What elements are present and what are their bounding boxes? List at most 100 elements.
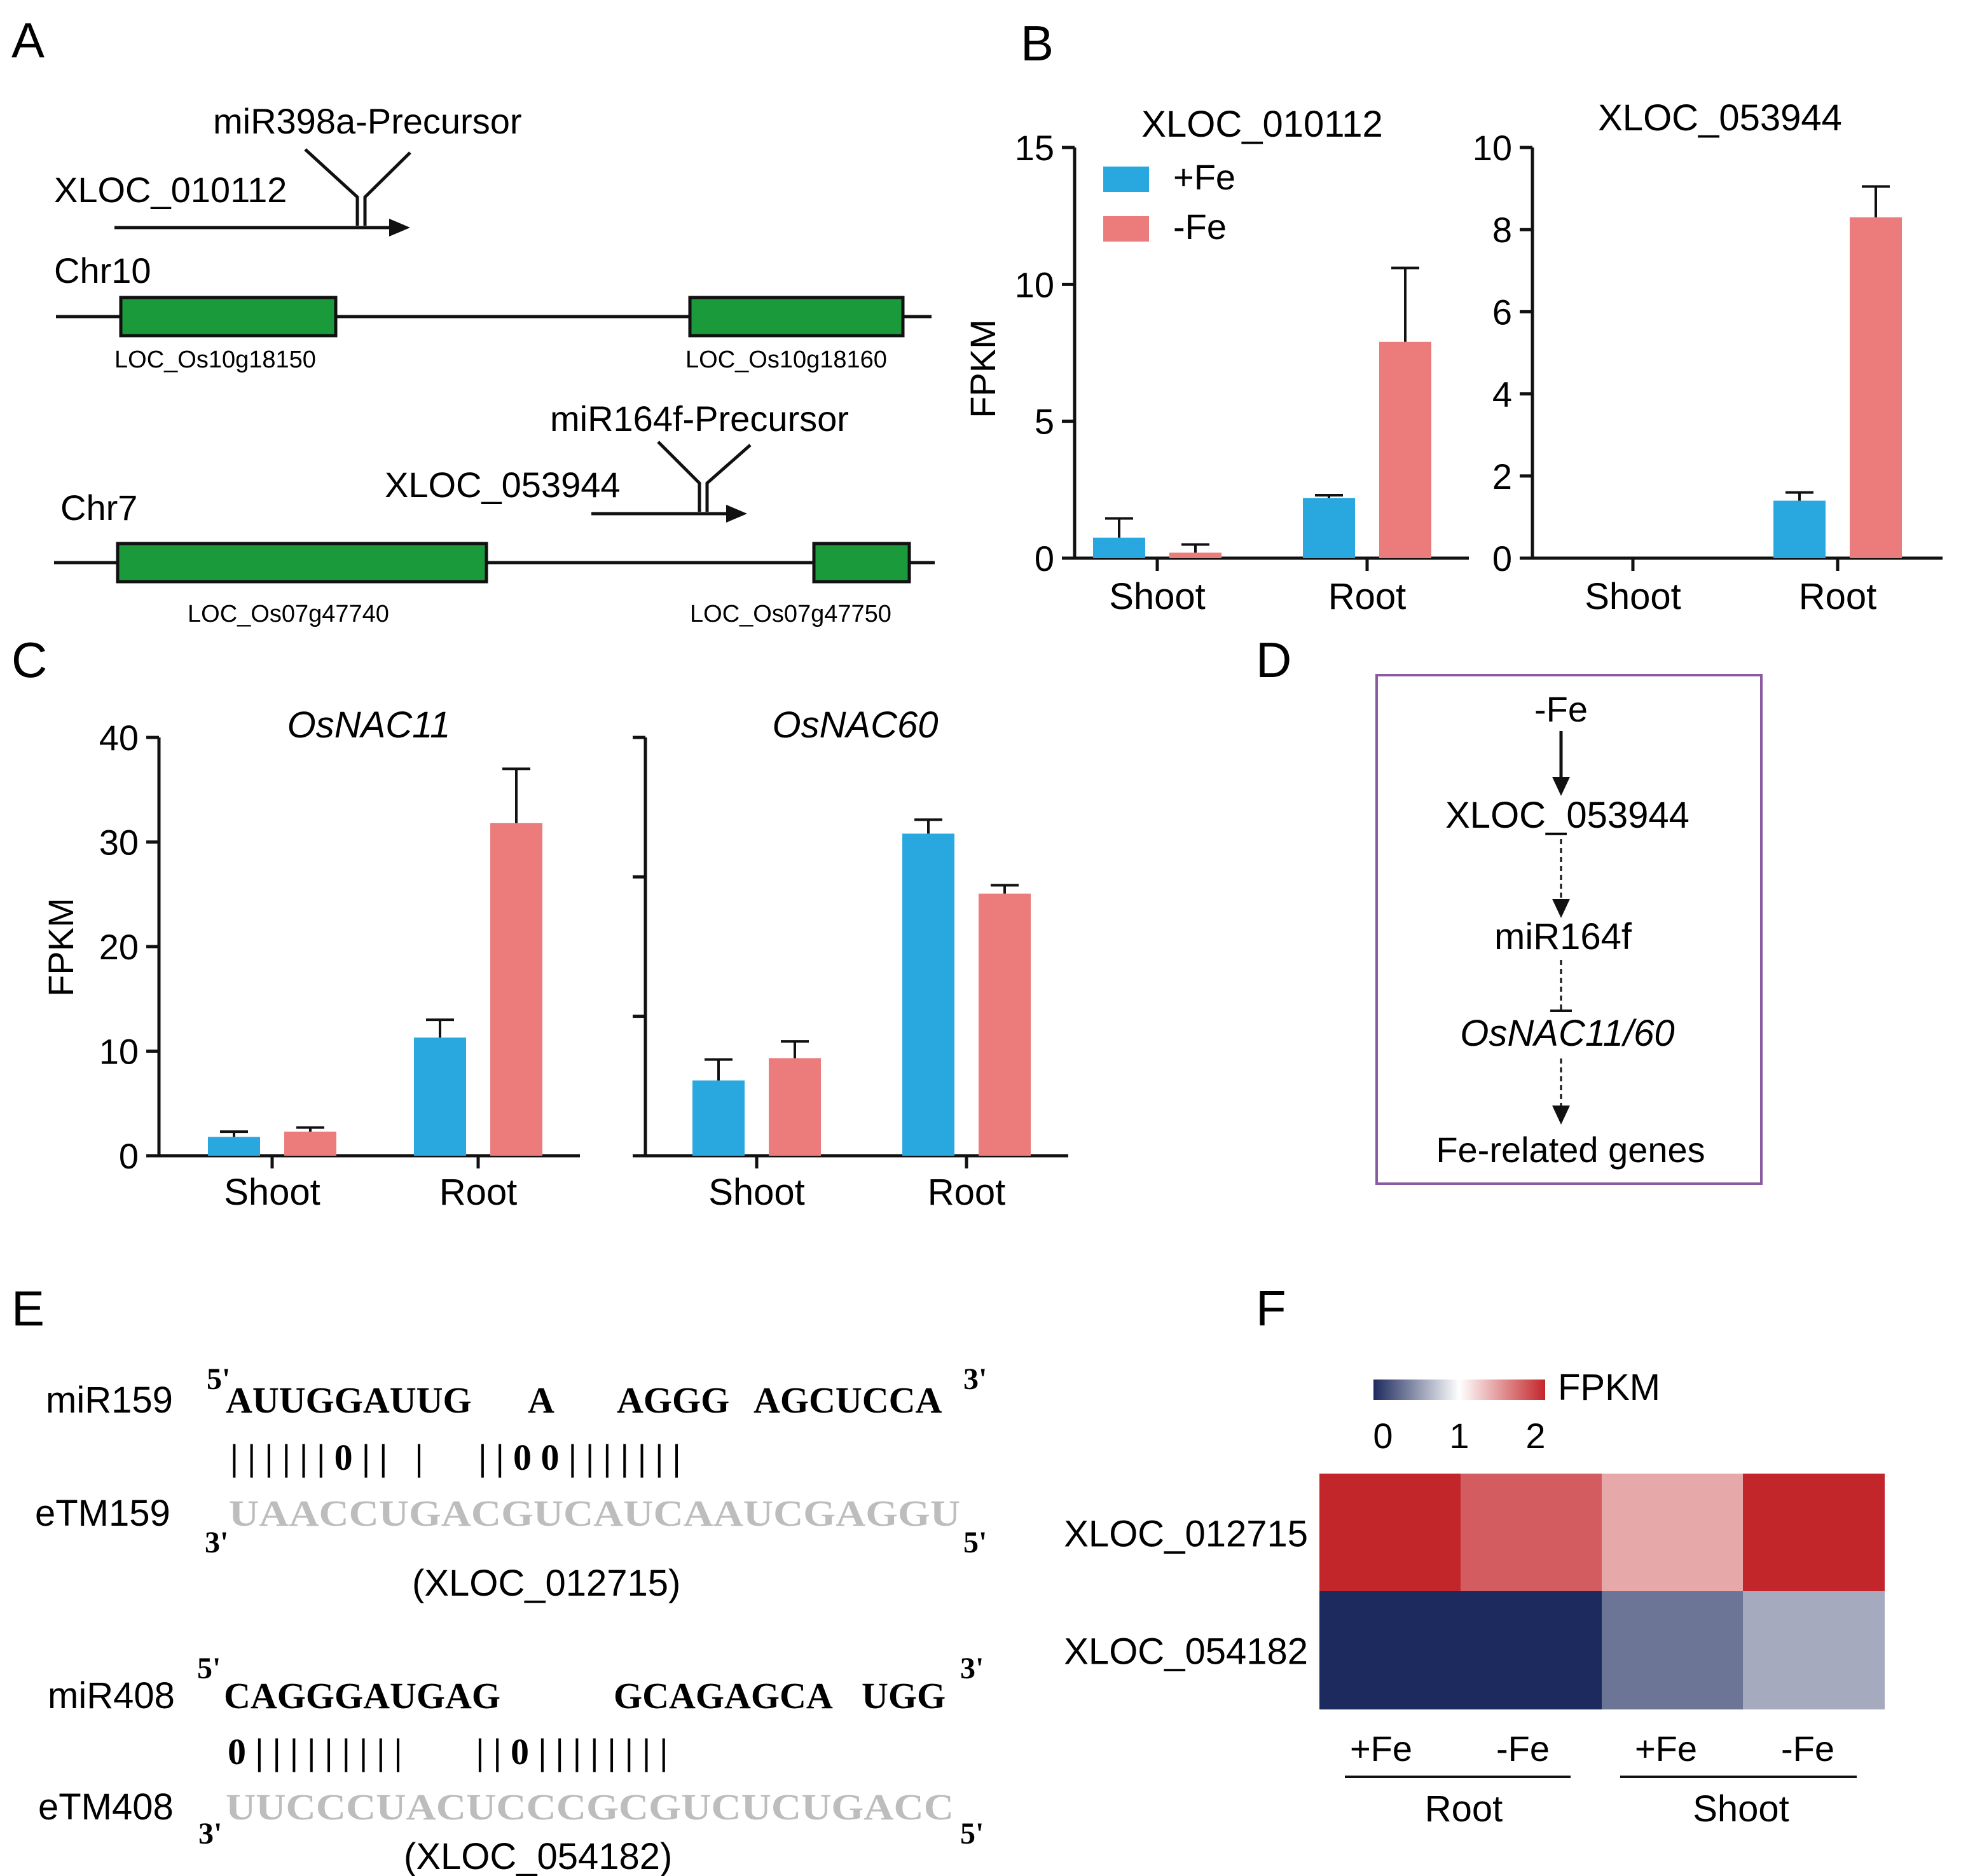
mir408-3prime: 3' [960,1652,984,1685]
bar [902,833,954,1156]
panel-label-e: E [11,1280,45,1336]
pathway-frame [1375,674,1763,1185]
heatmap-row-label: XLOC_054182 [1064,1631,1308,1673]
y-tick-label: 40 [99,718,139,758]
pathway-arrowhead-1 [1552,777,1570,796]
etm408-seq: UUCCCUACUCCCGCGUCUCUGACC [226,1786,954,1828]
panel-e: miR159 5' AUUGGAUUG A AGGG AGCUCCA 3' | … [35,1362,987,1876]
heatmap-group-label: Root [1425,1788,1503,1830]
y-tick-label: 10 [1015,264,1054,305]
mir159-seq-b: A [528,1380,554,1421]
bar [1850,217,1902,558]
y-axis-label: FPKM [963,319,1003,418]
heatmap-cell [1319,1591,1461,1709]
y-tick-label: 6 [1492,292,1512,332]
bar [208,1137,260,1156]
pathway-node-fe-genes: Fe-related genes [1436,1130,1705,1170]
bar [1169,552,1221,558]
y-tick-label: 2 [1492,456,1512,496]
bar [979,893,1031,1156]
y-tick-label: 10 [99,1032,139,1072]
heatmap-cell [1743,1474,1885,1592]
mir159-seq-c: AGGG [617,1380,729,1421]
mir164f-precursor-label: miR164f-Precursor [550,399,849,439]
color-scale-tick: 0 [1373,1416,1393,1456]
x-tick-label: Root [1328,576,1407,617]
panel-label-b: B [1021,15,1054,71]
mir408-5prime: 5' [197,1652,221,1685]
y-tick-label: 0 [119,1136,139,1176]
x-tick-label: Root [928,1172,1006,1213]
xloc-010112-label: XLOC_010112 [54,170,287,210]
heatmap-cell [1602,1591,1744,1709]
gene-label-os10g18160: LOC_Os10g18160 [685,346,887,373]
x-tick-label: Root [1799,576,1877,617]
chart-title: OsNAC60 [772,704,938,746]
heatmap-cell [1602,1474,1744,1592]
pairing-408: 0 | | | | | | | | | | | 0 | | | | | | | … [228,1731,668,1772]
gene-label-os10g18150: LOC_Os10g18150 [114,346,316,373]
pairing-159: | | | | | | 0 | | | | | 0 0 | | | | | | … [230,1437,680,1478]
color-scale-tick: 1 [1449,1416,1469,1456]
etm159-3prime: 3' [205,1526,228,1559]
mir408-seq-c: UGG [862,1675,946,1716]
heatmap-column-label: +Fe [1350,1729,1412,1769]
legend-swatch-minus-fe [1103,216,1149,242]
x-tick-label: Root [439,1172,518,1213]
panel-label-f: F [1256,1280,1286,1336]
heatmap-cell [1461,1591,1602,1709]
precursor-marker-1 [304,148,411,226]
y-tick-label: 20 [99,927,139,967]
etm408-xloc: (XLOC_054182) [404,1836,672,1876]
gene-box-os07g47740 [116,542,488,584]
legend-label-plus-fe: +Fe [1173,157,1235,197]
chr10-label: Chr10 [54,250,151,291]
x-tick-label: Shoot [1585,576,1681,617]
chart-title: XLOC_010112 [1141,104,1382,145]
arrowhead-2 [726,505,747,523]
legend-swatch-plus-fe [1103,167,1149,192]
panel-d: -Fe XLOC_053944 miR164f OsNAC11/60 Fe-re… [1375,674,1763,1185]
pathway-arrowhead-3 [1552,1106,1570,1125]
y-axis-label: FPKM [41,898,81,997]
panel-label-d: D [1256,632,1291,688]
panel-label-c: C [11,632,47,688]
x-tick-label: Shoot [708,1172,805,1213]
heatmap-group-label: Shoot [1693,1788,1789,1830]
color-scale-tick: 2 [1525,1416,1545,1456]
etm408-label: eTM408 [38,1786,174,1828]
mir159-label: miR159 [46,1380,173,1421]
etm408-3prime: 3' [198,1817,222,1851]
y-tick-label: 0 [1492,538,1512,579]
pathway-node-minus-fe: -Fe [1534,689,1588,729]
y-tick-label: 30 [99,823,139,863]
y-tick-label: 15 [1015,128,1054,168]
precursor-marker-2 [657,441,752,512]
pathway-arrowhead-2 [1552,899,1570,918]
mir398a-precursor-label: miR398a-Precursor [213,101,522,141]
y-tick-label: 4 [1492,374,1512,414]
heatmap-row-label: XLOC_012715 [1064,1514,1308,1555]
etm159-seq: UAACCUGACGUCAUCAAUCGAGGU [229,1493,960,1534]
etm159-label: eTM159 [35,1493,170,1534]
heatmap: XLOC_012715 XLOC_054182 FPKM 0 1 2 +Fe -Fe +Fe -F… [1064,1367,1885,1830]
etm159-xloc: (XLOC_012715) [412,1563,680,1604]
mir408-seq-b: GCAGAGCA [614,1675,833,1716]
x-tick-label: Shoot [224,1172,320,1213]
mir159-seq-d: AGCUCCA [753,1380,942,1421]
chart-osnac60: OsNAC60 Shoot Root [633,704,1068,1213]
panel-label-a: A [11,12,45,68]
bar [692,1080,745,1156]
chart-xloc-053944: 0 2 4 6 8 10 XLOC_053944 Shoot Root [1473,97,1943,617]
etm159-5prime: 5' [963,1526,987,1559]
color-scale-bar [1373,1380,1545,1400]
gene-label-os07g47740: LOC_Os07g47740 [188,601,389,627]
color-scale-title: FPKM [1558,1367,1660,1408]
heatmap-cell [1319,1474,1461,1592]
chart-title: OsNAC11 [287,704,451,746]
bar [414,1037,466,1156]
mir408-label: miR408 [48,1675,175,1716]
bar [490,823,542,1156]
heatmap-cell [1461,1474,1602,1592]
